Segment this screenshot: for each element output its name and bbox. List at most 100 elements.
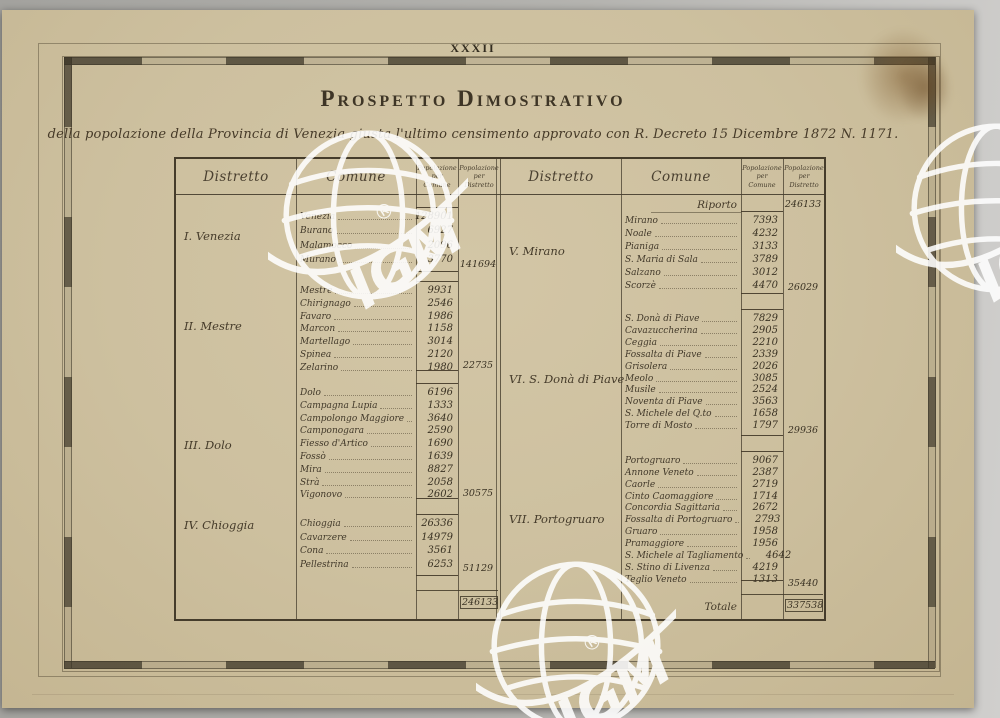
commune-name: Venezia bbox=[300, 212, 336, 222]
header-distretto: Distretto bbox=[203, 168, 269, 185]
commune-name: Cavazuccherina bbox=[625, 325, 698, 336]
dotted-leader bbox=[334, 357, 412, 358]
district-label: II. Mestre bbox=[184, 319, 242, 333]
population-per-commune-value: 2602 bbox=[427, 489, 453, 501]
commune-row: Pellestrina 6253 bbox=[300, 558, 458, 570]
header-pop-comune: Popolazione per Comune bbox=[416, 159, 458, 194]
header-line: Popolazione bbox=[459, 163, 499, 172]
commune-row: Vigonovo 2602 bbox=[300, 488, 458, 500]
column-rule bbox=[741, 159, 742, 619]
population-per-commune-value: 1958 bbox=[752, 526, 778, 538]
population-per-commune-value: 2096 bbox=[427, 239, 453, 251]
paper-stain bbox=[898, 54, 952, 122]
commune-name: Ceggia bbox=[625, 337, 657, 348]
commune-row: Chirignago 2546 bbox=[300, 297, 458, 309]
sum-cap-line bbox=[741, 211, 783, 212]
commune-row: Mestre 9931 bbox=[300, 284, 458, 296]
commune-row: Venezia 128901 bbox=[300, 210, 458, 222]
commune-row: Pianiga 3133 bbox=[625, 240, 783, 252]
riporto-rule bbox=[651, 212, 741, 213]
commune-row: Burano 6927 bbox=[300, 224, 458, 236]
header-line: Comune bbox=[748, 180, 776, 189]
population-per-commune-value: 4470 bbox=[752, 280, 778, 291]
population-per-commune-value: 1797 bbox=[752, 420, 778, 432]
dotted-leader bbox=[659, 288, 737, 289]
population-per-commune-value: 7393 bbox=[752, 215, 778, 226]
commune-row: Fossalta di Piave 2339 bbox=[625, 348, 783, 360]
paper-fold-line bbox=[32, 694, 954, 695]
header-line: Popolazione bbox=[742, 163, 782, 172]
commune-name: Noale bbox=[625, 229, 652, 239]
dotted-leader bbox=[336, 233, 412, 235]
sum-cap-line bbox=[416, 498, 458, 499]
district-label: IV. Chioggia bbox=[184, 518, 255, 532]
neatline-border-right bbox=[928, 57, 936, 668]
commune-name: Camponogara bbox=[300, 426, 364, 437]
population-per-commune-value: 9067 bbox=[752, 455, 778, 466]
column-rule bbox=[416, 159, 417, 619]
sum-cap-line bbox=[741, 293, 783, 294]
sum-cap-line bbox=[741, 309, 783, 310]
dotted-leader bbox=[335, 293, 412, 294]
sum-cap-line bbox=[416, 383, 458, 384]
table-right-half: Distretto Comune Popolazione per Comune … bbox=[500, 159, 825, 619]
commune-row: Portogruaro 9067 bbox=[625, 454, 783, 466]
commune-name: Cinto Caomaggiore bbox=[625, 491, 714, 502]
dotted-leader bbox=[658, 392, 737, 394]
column-rule bbox=[783, 159, 784, 619]
dotted-leader bbox=[343, 526, 412, 527]
dotted-leader bbox=[322, 484, 412, 486]
commune-name: Concordia Sagittaria bbox=[625, 503, 721, 514]
commune-name: Zelarino bbox=[300, 362, 339, 373]
commune-row: Fossò 1639 bbox=[300, 450, 458, 462]
district-label: III. Dolo bbox=[184, 438, 232, 452]
commune-row: Meolo 3085 bbox=[625, 372, 783, 384]
column-rule bbox=[296, 159, 297, 619]
dotted-leader bbox=[380, 407, 412, 409]
dotted-leader bbox=[338, 261, 412, 263]
population-per-commune-value: 2210 bbox=[752, 336, 778, 348]
commune-row: Cavazuccherina 2905 bbox=[625, 324, 783, 336]
commune-row: S. Michele al Tagliamento 4642 bbox=[625, 549, 791, 561]
population-per-commune-value: 2672 bbox=[752, 502, 778, 514]
commune-name: Cavarzere bbox=[300, 532, 347, 543]
population-per-commune-value: 1986 bbox=[427, 310, 453, 322]
population-per-commune-value: 2339 bbox=[752, 348, 778, 360]
commune-name: Mirano bbox=[625, 216, 658, 226]
district-label: V. Mirano bbox=[509, 244, 565, 258]
district-total-value: 22735 bbox=[462, 360, 494, 371]
header-line: Distretto bbox=[464, 180, 494, 189]
district-total-value: 26029 bbox=[787, 282, 819, 293]
population-per-commune-value: 3012 bbox=[752, 267, 778, 278]
sum-cap-line bbox=[416, 370, 458, 371]
commune-name: Favaro bbox=[300, 311, 332, 322]
commune-row: Campolongo Maggiore 3640 bbox=[300, 412, 458, 424]
commune-name: Campolongo Maggiore bbox=[300, 413, 405, 424]
commune-row: Noventa di Piave 3563 bbox=[625, 395, 783, 407]
commune-row: Malamocco 2096 bbox=[300, 239, 458, 251]
riporto-value: 246133 bbox=[784, 199, 822, 210]
district-total-value: 141694 bbox=[459, 259, 497, 270]
population-per-commune-value: 14979 bbox=[421, 531, 453, 543]
commune-name: Meolo bbox=[625, 373, 654, 384]
totale-value: 337538 bbox=[785, 599, 824, 612]
commune-row: Murano 3770 bbox=[300, 253, 458, 265]
commune-row: Camponogara 2590 bbox=[300, 424, 458, 436]
dotted-leader bbox=[702, 321, 737, 322]
commune-row: Grisolera 2026 bbox=[625, 360, 783, 372]
population-per-commune-value: 2546 bbox=[427, 297, 453, 309]
district-label: I. Venezia bbox=[184, 229, 241, 243]
population-per-commune-value: 6927 bbox=[427, 225, 453, 237]
dotted-leader bbox=[660, 534, 737, 536]
header-comune: Comune bbox=[326, 168, 386, 185]
commune-name: Martellago bbox=[300, 337, 351, 348]
header-line: per bbox=[756, 172, 768, 181]
dotted-leader bbox=[695, 428, 737, 430]
commune-row: Scorzè 4470 bbox=[625, 279, 783, 291]
totale-label: Totale bbox=[704, 601, 737, 613]
commune-name: Gruaro bbox=[625, 527, 658, 538]
population-per-commune-value: 6196 bbox=[427, 387, 453, 398]
sum-cap-line bbox=[416, 575, 458, 576]
sum-cap-line bbox=[741, 580, 783, 581]
commune-name: Spinea bbox=[300, 350, 332, 360]
